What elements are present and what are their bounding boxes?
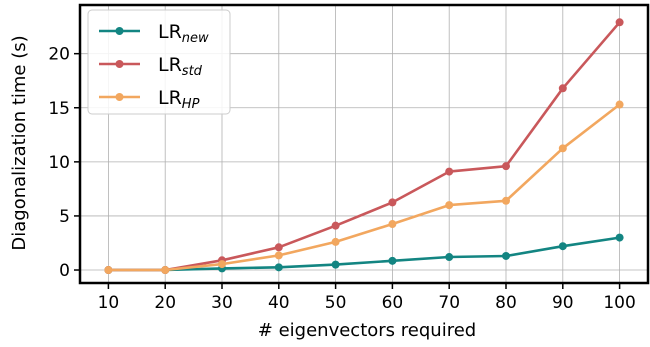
y-tick-label: 5 xyxy=(59,207,70,227)
plot-frame xyxy=(78,3,650,285)
data-point xyxy=(274,243,283,252)
data-point xyxy=(558,242,567,251)
legend-box xyxy=(87,9,231,115)
ticks: 10 20 30 40 50 60 70 80 90 100 0 5 10 15 20 xyxy=(48,45,635,313)
data-point xyxy=(331,221,340,230)
series-HP xyxy=(104,100,624,275)
data-point xyxy=(274,251,283,260)
legend-item-std: LRstd xyxy=(99,54,203,79)
data-point xyxy=(331,237,340,246)
legend-label: LRnew xyxy=(158,21,209,46)
legend: LRnew LRstd LRHP xyxy=(87,9,231,115)
data-point xyxy=(445,201,454,210)
x-axis-label: # eigenvectors required xyxy=(258,320,476,341)
legend-item-new: LRnew xyxy=(99,21,209,46)
series-group xyxy=(104,18,624,275)
data-point xyxy=(615,18,624,27)
data-point xyxy=(218,260,226,269)
x-tick-label: 20 xyxy=(154,293,176,313)
series-line xyxy=(108,236,620,272)
y-tick-label: 15 xyxy=(48,99,70,119)
x-tick-label: 100 xyxy=(603,293,635,313)
data-point xyxy=(331,260,340,269)
x-tick-label: 90 xyxy=(552,293,574,313)
x-tick-label: 10 xyxy=(98,293,120,313)
data-point xyxy=(445,253,454,262)
x-tick-label: 80 xyxy=(495,293,517,313)
x-tick-label: 70 xyxy=(438,293,460,313)
x-tick-label: 60 xyxy=(382,293,404,313)
data-point xyxy=(104,266,113,275)
data-point xyxy=(615,233,624,242)
data-point xyxy=(558,84,567,93)
y-tick-label: 20 xyxy=(48,45,70,65)
legend-item-HP: LRHP xyxy=(99,87,200,112)
data-point xyxy=(388,256,397,265)
x-tick-label: 30 xyxy=(211,293,233,313)
legend-label: LRstd xyxy=(158,54,203,79)
data-point xyxy=(558,144,567,153)
x-tick-label: 40 xyxy=(268,293,290,313)
data-point xyxy=(445,167,454,176)
data-point xyxy=(388,198,397,207)
data-point xyxy=(274,263,283,272)
data-point xyxy=(502,251,510,260)
data-point xyxy=(502,162,510,171)
data-point xyxy=(615,100,624,109)
data-point xyxy=(388,220,397,229)
series-std xyxy=(104,18,624,275)
legend-marker xyxy=(115,93,124,101)
legend-label: LRHP xyxy=(158,87,200,112)
legend-marker xyxy=(115,27,124,35)
x-tick-label: 50 xyxy=(325,293,347,313)
data-point xyxy=(161,266,170,275)
legend-entries: LRnew LRstd LRHP xyxy=(99,21,209,112)
series-line xyxy=(108,103,621,272)
series-line xyxy=(108,21,621,272)
y-axis-label: Diagonalization time (s) xyxy=(9,35,30,250)
legend-marker xyxy=(115,60,124,68)
data-point xyxy=(502,196,510,205)
y-tick-label: 10 xyxy=(48,153,70,173)
y-tick-label: 0 xyxy=(59,261,70,281)
